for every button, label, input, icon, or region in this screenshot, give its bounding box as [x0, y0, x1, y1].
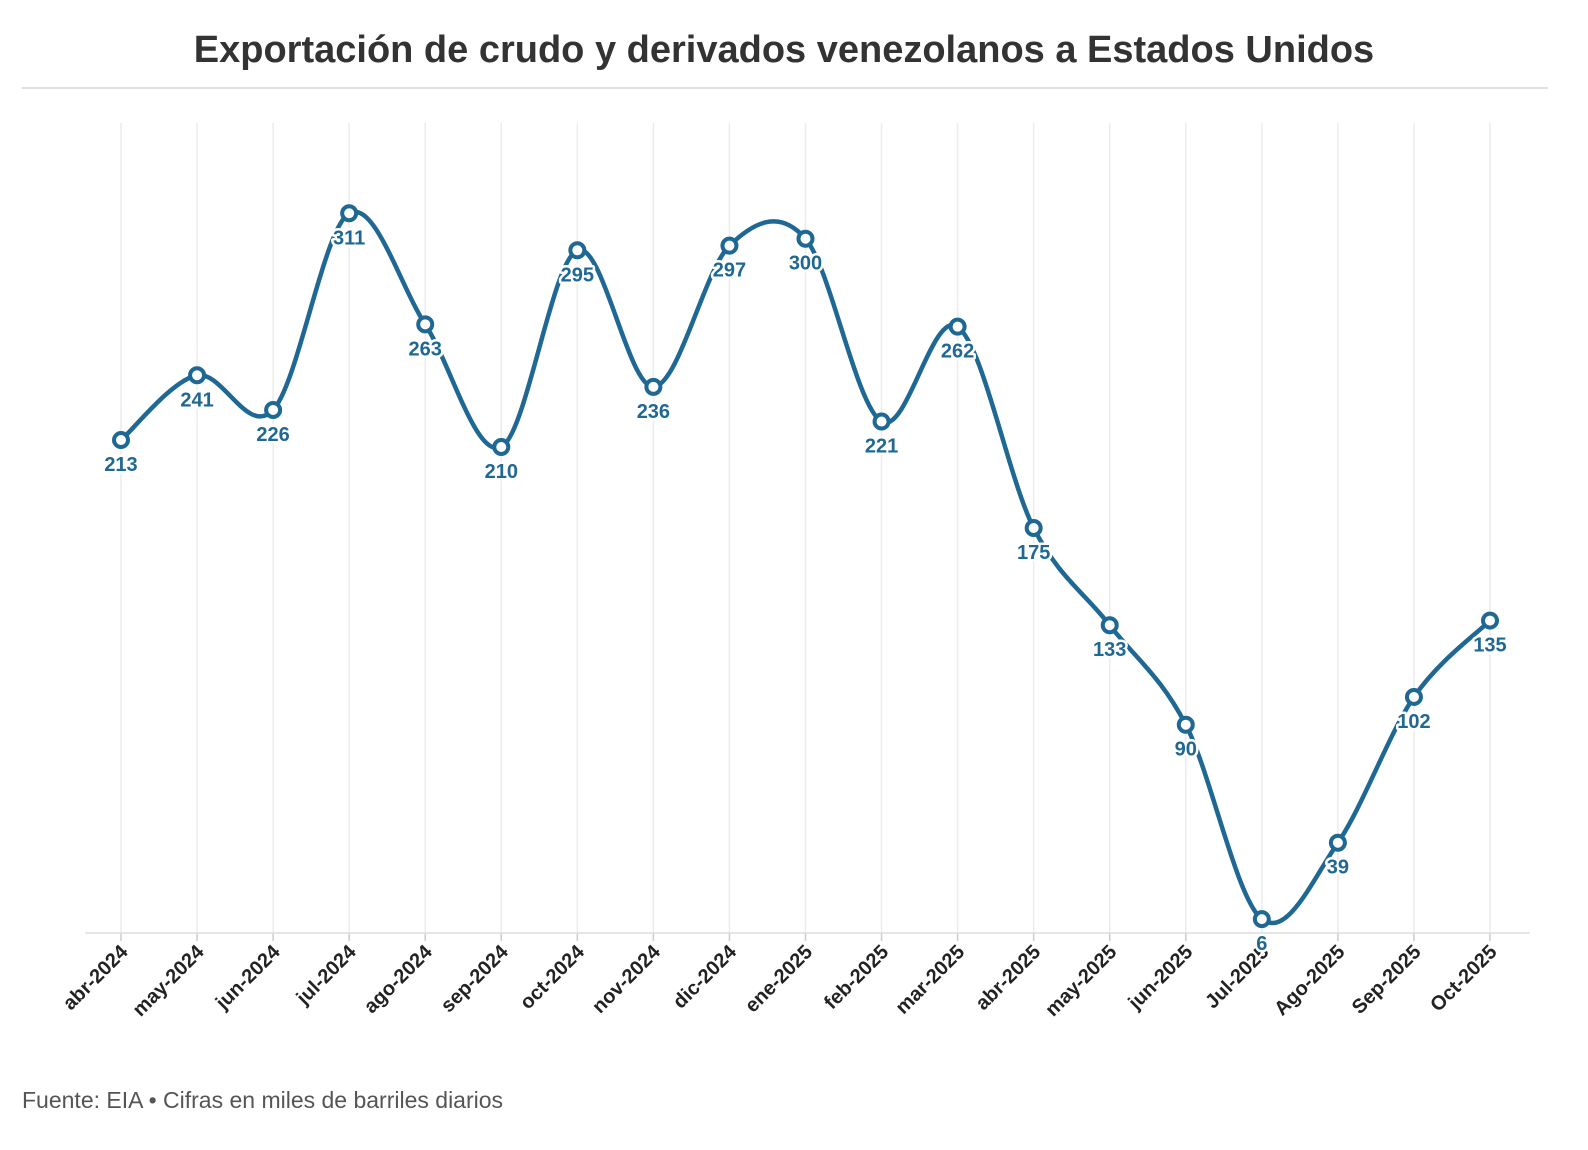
value-label: 311 — [333, 227, 365, 249]
x-tick-label: nov-2024 — [588, 940, 665, 1017]
data-point — [264, 400, 283, 419]
value-label: 90 — [1175, 739, 1197, 761]
data-point — [340, 204, 359, 223]
value-label: 226 — [256, 424, 289, 446]
source-note: Fuente: EIA • Cifras en miles de barrile… — [22, 1087, 503, 1113]
value-label: 262 — [941, 341, 974, 363]
data-point — [644, 377, 663, 396]
x-tick-label: ene-2025 — [741, 941, 817, 1017]
x-tick-label: dic-2024 — [669, 940, 742, 1013]
x-tick-label: mar-2025 — [891, 941, 969, 1019]
data-point — [112, 431, 130, 450]
x-tick-label: oct-2024 — [516, 940, 590, 1014]
data-point — [1404, 687, 1423, 706]
value-label: 297 — [713, 260, 746, 282]
data-point — [948, 317, 967, 336]
data-point — [872, 412, 891, 431]
data-point — [1176, 715, 1195, 734]
chart-title: Exportación de crudo y derivados venezol… — [194, 29, 1374, 71]
data-point — [188, 366, 207, 385]
value-label: 236 — [637, 401, 670, 423]
data-point — [1328, 833, 1347, 852]
x-tick-label: jun-2025 — [1124, 941, 1198, 1015]
value-label: 295 — [561, 264, 594, 286]
value-label: 213 — [104, 454, 137, 476]
value-label: 300 — [789, 253, 822, 275]
value-label: 263 — [409, 338, 442, 360]
x-tick-label: feb-2025 — [820, 941, 893, 1014]
x-tick-label: ago-2024 — [360, 940, 437, 1017]
x-tick-label: abr-2025 — [971, 941, 1045, 1015]
value-label: 102 — [1397, 711, 1430, 733]
x-tick-label: jun-2024 — [211, 940, 285, 1014]
x-tick-label: sep-2024 — [437, 940, 514, 1017]
data-point — [416, 315, 435, 334]
value-label: 210 — [485, 461, 518, 483]
x-tick-label: jul-2024 — [292, 940, 362, 1010]
data-point — [568, 241, 587, 260]
x-tick-label: Sep-2025 — [1348, 941, 1426, 1019]
value-label: 221 — [865, 436, 898, 458]
value-label: 6 — [1256, 933, 1267, 955]
x-tick-label: Ago-2025 — [1270, 941, 1349, 1020]
x-tick-label: may-2024 — [129, 940, 210, 1021]
data-point — [1252, 910, 1271, 929]
x-tick-label: abr-2024 — [59, 940, 133, 1014]
value-label: 39 — [1327, 857, 1349, 879]
data-point — [1481, 611, 1499, 630]
data-point — [1024, 519, 1043, 537]
data-point — [492, 438, 511, 456]
value-label: 175 — [1017, 542, 1050, 564]
value-label: 241 — [180, 389, 213, 411]
data-point — [1100, 616, 1119, 635]
x-tick-label: Oct-2025 — [1426, 941, 1501, 1016]
value-label: 135 — [1473, 635, 1506, 657]
x-tick-label: may-2025 — [1041, 941, 1121, 1021]
data-point — [720, 236, 739, 255]
data-point — [796, 229, 815, 248]
value-label: 133 — [1093, 639, 1126, 661]
